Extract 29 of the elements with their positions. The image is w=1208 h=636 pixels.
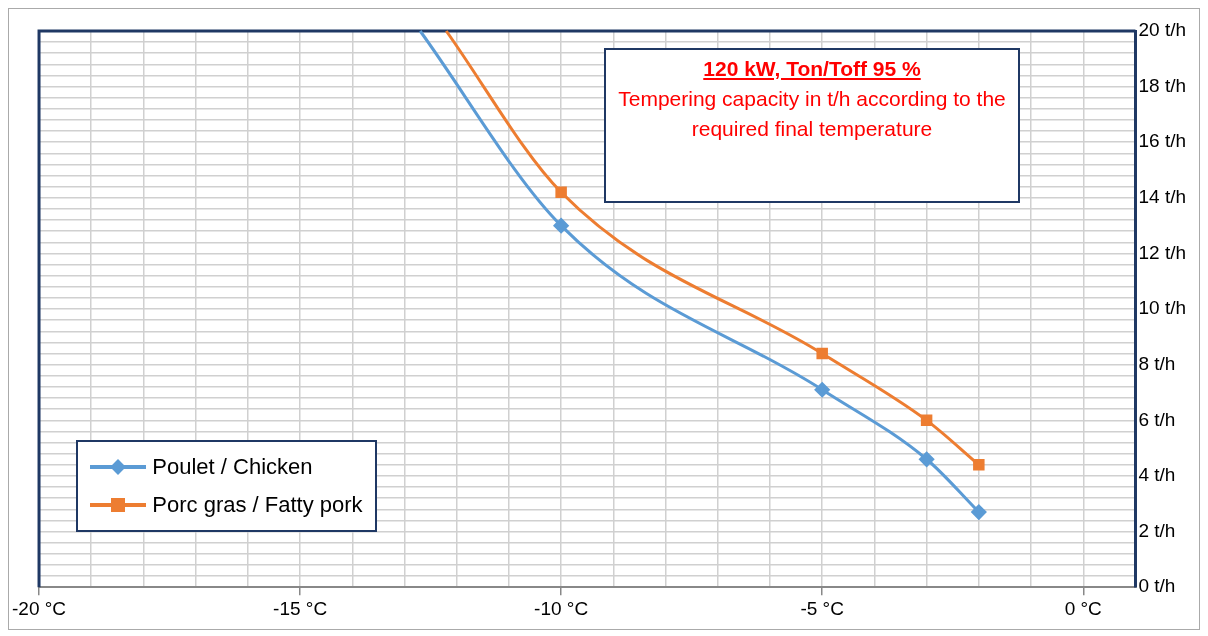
y-tick-label: 18 t/h — [1138, 74, 1187, 96]
legend-label: Porc gras / Fatty pork — [152, 491, 363, 518]
point — [555, 186, 567, 199]
x-tick-label: -15 °C — [273, 597, 328, 619]
annotation: Tempering capacity in t/h according to the required final temperature — [617, 85, 1007, 142]
y-tick-label: 2 t/h — [1138, 519, 1176, 541]
y-tick-label: 14 t/h — [1138, 186, 1187, 208]
y-tick-label: 6 t/h — [1138, 408, 1176, 430]
legend-label: Poulet / Chicken — [152, 453, 313, 480]
y-tick-label: 12 t/h — [1138, 241, 1187, 263]
x-tick-label: -20 °C — [12, 597, 67, 619]
point — [971, 504, 987, 520]
y-tick-label: 10 t/h — [1138, 297, 1187, 319]
y-tick-label: 4 t/h — [1138, 464, 1176, 486]
x-tick-label: 0 °C — [1064, 597, 1102, 619]
text-box: 120 kW, Ton/Toff 95 % Tempering capacity in t/h according to the required final temperature — [603, 47, 1021, 204]
point — [553, 218, 569, 234]
point — [920, 414, 933, 427]
point — [816, 347, 828, 360]
y-tick-label: 16 t/h — [1138, 130, 1187, 152]
x-tick-label: -10 °C — [534, 597, 589, 619]
y-tick-label: 0 t/h — [1138, 575, 1176, 597]
annotation: 120 kW, Ton/Toff 95 % — [702, 55, 922, 82]
y-tick-label: 20 t/h — [1138, 19, 1187, 41]
y-tick-label: 8 t/h — [1138, 352, 1176, 374]
x-tick-label: -5 °C — [800, 597, 844, 619]
point — [973, 459, 985, 471]
point — [919, 451, 935, 467]
point — [814, 382, 830, 398]
